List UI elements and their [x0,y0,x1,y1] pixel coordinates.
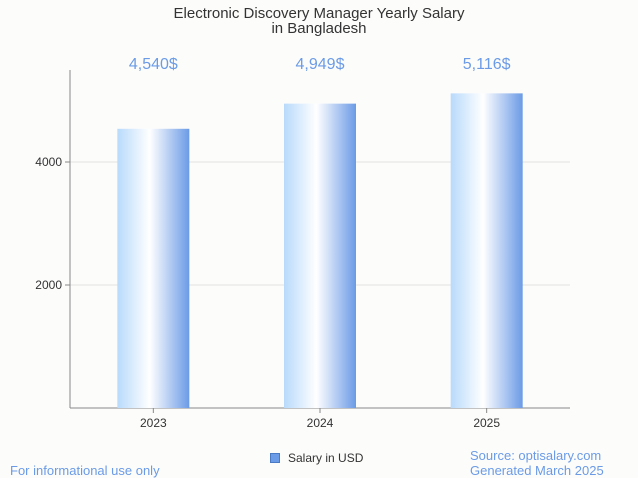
y-axis-ticks: 2000 4000 [35,155,70,292]
bar-2025 [450,93,523,408]
source-block: Source: optisalary.com Generated March 2… [470,448,604,478]
x-tick-label: 2023 [140,416,167,430]
x-axis-ticks: 2023 2024 2025 [140,408,500,430]
data-labels: 4,540$ 4,949$ 5,116$ [129,56,511,73]
legend-label: Salary in USD [288,451,364,465]
data-label-2025: 5,116$ [463,56,511,73]
generated-text: Generated March 2025 [470,463,604,478]
bars [117,93,523,409]
y-tick-label: 2000 [35,278,62,292]
y-tick-label: 4000 [35,155,62,169]
legend: Salary in USD [270,451,363,465]
bar-2024 [284,103,356,408]
chart-title: Electronic Discovery Manager Yearly Sala… [174,5,465,22]
disclaimer-text: For informational use only [10,463,160,478]
data-label-2024: 4,949$ [296,56,345,73]
source-text: Source: optisalary.com [470,448,602,463]
bar-2023 [117,128,190,409]
legend-swatch [270,453,280,463]
chart-subtitle: in Bangladesh [271,20,366,37]
data-label-2023: 4,540$ [129,56,178,73]
x-tick-label: 2024 [307,416,334,430]
x-tick-label: 2025 [473,416,500,430]
